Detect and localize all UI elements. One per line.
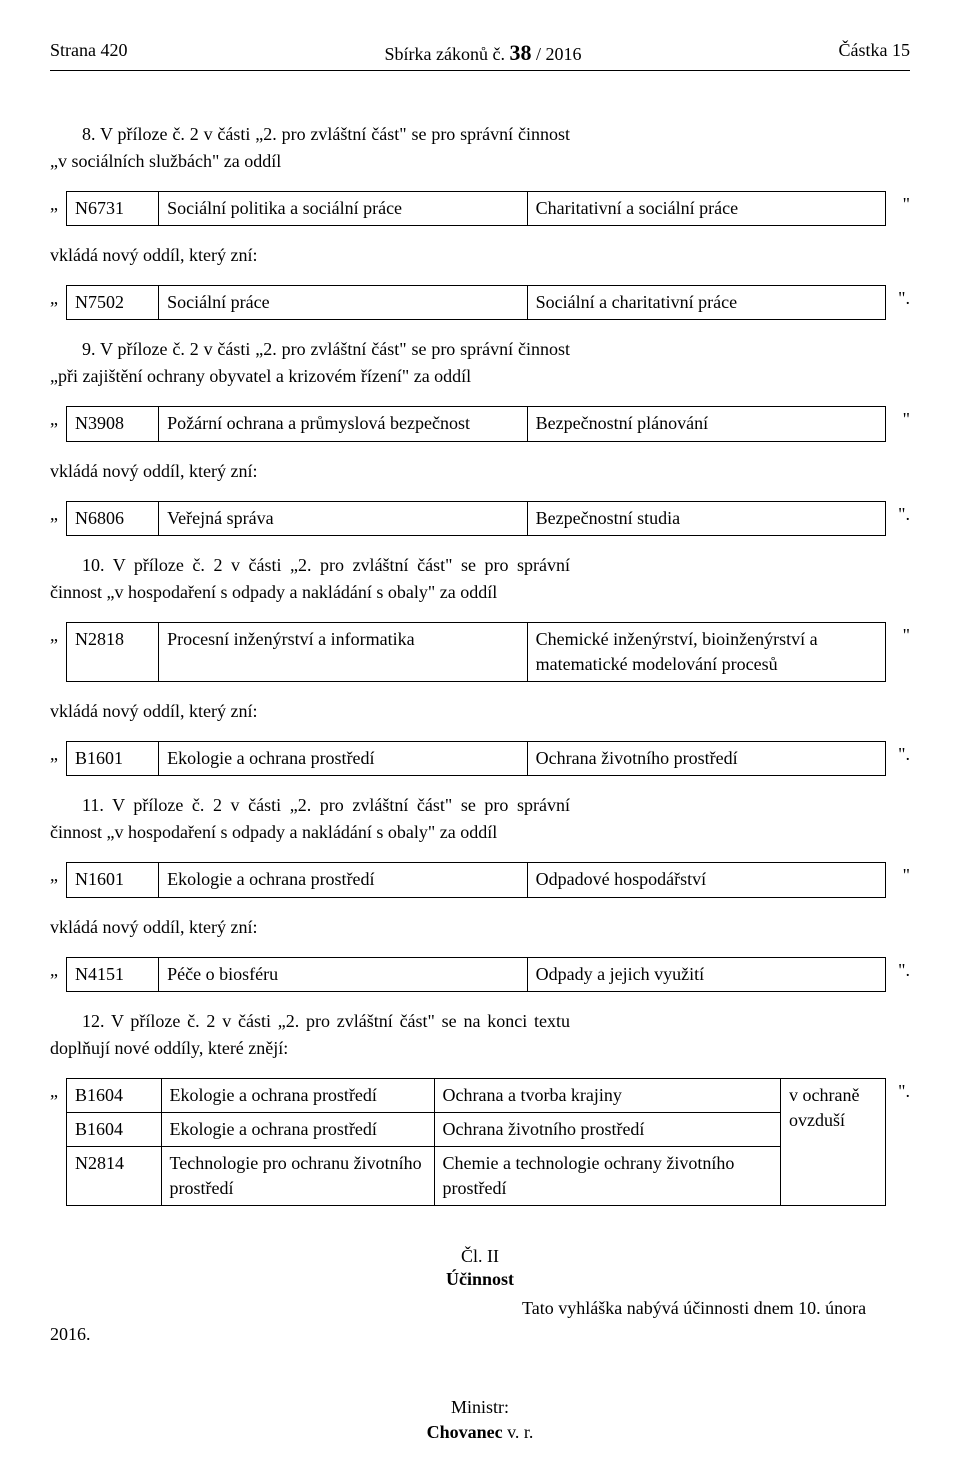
page-header: Strana 420 Sbírka zákonů č. 38 / 2016 Čá… <box>50 40 910 71</box>
section-8-insert: vkládá nový oddíl, který zní: <box>50 242 910 269</box>
section-10-before-table: „ N2818 Procesní inženýrství a informati… <box>50 622 910 682</box>
section-11-intro: 11. V příloze č. 2 v části „2. pro zvláš… <box>50 792 570 846</box>
header-right: Částka 15 <box>839 40 911 66</box>
section-8-intro: 8. V příloze č. 2 v části „2. pro zvlášt… <box>50 121 570 175</box>
header-center: Sbírka zákonů č. 38 / 2016 <box>385 40 582 66</box>
section-9-intro: 9. V příloze č. 2 v části „2. pro zvlášt… <box>50 336 570 390</box>
section-9-insert: vkládá nový oddíl, který zní: <box>50 458 910 485</box>
signature-block: Ministr: Chovanec v. r. <box>50 1397 910 1443</box>
section-10-after-table: „ B1601 Ekologie a ochrana prostředí Och… <box>50 741 910 776</box>
section-8-before-table: „ N6731 Sociální politika a sociální prá… <box>50 191 910 226</box>
section-11-insert: vkládá nový oddíl, který zní: <box>50 914 910 941</box>
section-9-after-table: „ N6806 Veřejná správa Bezpečnostní stud… <box>50 501 910 536</box>
article-2-heading: Čl. II <box>50 1246 910 1267</box>
section-11-before-table: „ N1601 Ekologie a ochrana prostředí Odp… <box>50 862 910 897</box>
effectiveness-text: Tato vyhláška nabývá účinnosti dnem 10. … <box>490 1296 910 1346</box>
section-9-before-table: „ N3908 Požární ochrana a průmyslová bez… <box>50 406 910 441</box>
minister-name: Chovanec v. r. <box>50 1422 910 1443</box>
section-10-insert: vkládá nový oddíl, který zní: <box>50 698 910 725</box>
section-8-after-table: „ N7502 Sociální práce Sociální a charit… <box>50 285 910 320</box>
minister-label: Ministr: <box>50 1397 910 1418</box>
section-10-intro: 10. V příloze č. 2 v části „2. pro zvláš… <box>50 552 570 606</box>
section-12-intro: 12. V příloze č. 2 v části „2. pro zvláš… <box>50 1008 570 1062</box>
section-11-after-table: „ N4151 Péče o biosféru Odpady a jejich … <box>50 957 910 992</box>
section-12-after-table: „ B1604 Ekologie a ochrana prostředí Och… <box>50 1078 910 1207</box>
header-left: Strana 420 <box>50 40 127 66</box>
effectiveness-title: Účinnost <box>50 1269 910 1290</box>
